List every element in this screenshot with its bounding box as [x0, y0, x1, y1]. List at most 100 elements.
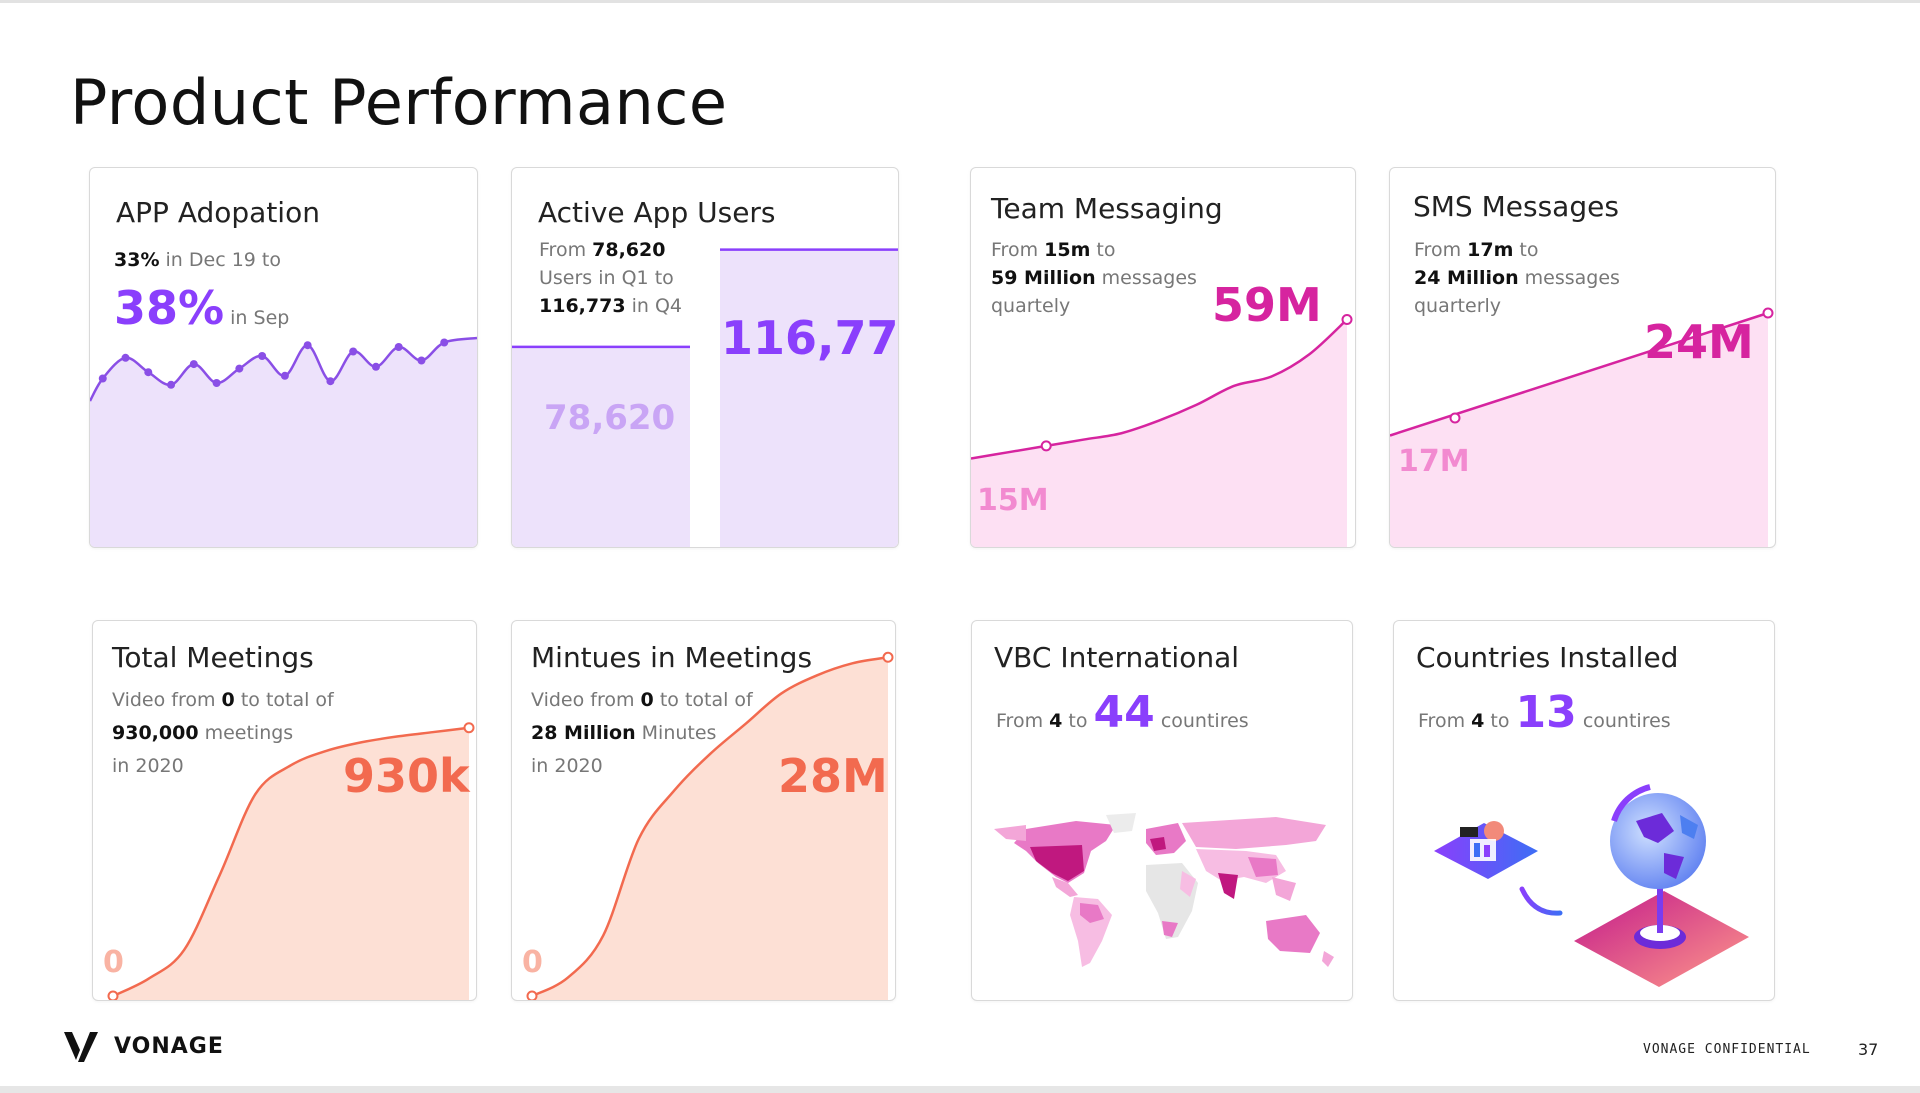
- adoption-point: [167, 380, 176, 389]
- meetings-line1-value: 0: [221, 689, 235, 711]
- users-line1-pre: From: [539, 239, 587, 261]
- adoption-point: [189, 360, 198, 369]
- page-number: 37: [1858, 1040, 1879, 1059]
- adoption-point: [235, 364, 244, 373]
- minutes-line3: in 2020: [531, 755, 603, 777]
- meetings-line1-post: to total of: [240, 689, 334, 711]
- meetings-end-label: 930k: [343, 749, 470, 803]
- team-messaging-chart: [971, 313, 1353, 547]
- brand-name: VONAGE: [114, 1033, 224, 1059]
- team-line: [971, 318, 1348, 460]
- card-title: Total Meetings: [112, 641, 314, 674]
- meetings-line: [112, 726, 470, 998]
- adoption-point: [212, 379, 221, 387]
- sms-area: [1390, 313, 1768, 547]
- users-line2: Users in Q1 to: [539, 267, 674, 289]
- app-adoption-chart: [90, 336, 477, 547]
- team-start-label: 15M: [977, 483, 1049, 518]
- meetings-area: [113, 727, 469, 1000]
- minutes-point: [526, 990, 538, 1000]
- globe-illustration-icon: [1434, 784, 1749, 987]
- meetings-line3: in 2020: [112, 755, 184, 777]
- sms-line2-post: messages: [1524, 267, 1620, 289]
- countries-to: to: [1490, 710, 1510, 732]
- adoption-start: 33% in Dec 19 to: [114, 246, 281, 274]
- users-line1-value: 78,620: [592, 239, 666, 261]
- countries-from-value: 4: [1471, 710, 1485, 732]
- card-title: Countries Installed: [1416, 641, 1679, 674]
- countries-pre: From: [1418, 710, 1466, 732]
- sms-description: From 17m to 24 Million messages quarterl…: [1414, 236, 1620, 320]
- users-bar-q1: [512, 346, 690, 547]
- card-vbc-international: VBC International From 4 to 44 countires: [971, 620, 1353, 1001]
- bar1-label: 78,620: [544, 398, 676, 438]
- sms-point: [1762, 307, 1774, 319]
- minutes-line2-value: 28 Million: [531, 722, 636, 744]
- sms-line1-post: to: [1519, 239, 1539, 261]
- team-line3: quartely: [991, 295, 1071, 317]
- adoption-start-value: 33%: [114, 249, 160, 271]
- card-sms-messages: SMS Messages From 17m to 24 Million mess…: [1389, 167, 1776, 548]
- adoption-start-text: in Dec 19 to: [165, 249, 281, 271]
- team-end-label: 59M: [1212, 278, 1322, 332]
- adoption-area: [90, 338, 477, 547]
- card-title: VBC International: [994, 641, 1240, 674]
- top-border: [0, 0, 1920, 3]
- adoption-point: [326, 377, 335, 386]
- sms-messages-chart: [1390, 307, 1774, 547]
- total-meetings-chart: [107, 722, 475, 1000]
- team-line2-value: 59 Million: [991, 267, 1096, 289]
- minutes-line2-post: Minutes: [641, 722, 717, 744]
- card-title: SMS Messages: [1413, 190, 1619, 223]
- active-users-chart: [512, 248, 898, 547]
- countries-description: From 4 to 13 countires: [1418, 687, 1671, 747]
- adoption-point: [394, 343, 403, 351]
- adoption-point: [349, 347, 358, 356]
- vonage-v-icon: [64, 1032, 98, 1062]
- page-title: Product Performance: [70, 66, 728, 139]
- team-line1-post: to: [1096, 239, 1116, 261]
- minutes-description: Video from 0 to total of 28 Million Minu…: [531, 684, 753, 783]
- users-line3-post: in Q4: [631, 295, 682, 317]
- card-team-messaging: Team Messaging From 15m to 59 Million me…: [970, 167, 1356, 548]
- minutes-line1-pre: Video from: [531, 689, 635, 711]
- adoption-point: [121, 353, 130, 362]
- users-bar-q4: [720, 249, 898, 547]
- sms-line1-value: 17m: [1467, 239, 1514, 261]
- sms-line2-value: 24 Million: [1414, 267, 1519, 289]
- adoption-point: [417, 356, 426, 365]
- minutes-in-meetings-chart: [526, 651, 894, 1000]
- card-title: Mintues in Meetings: [531, 641, 813, 674]
- sms-start-label: 17M: [1398, 444, 1470, 479]
- minutes-line: [531, 656, 889, 998]
- team-point: [1341, 313, 1353, 325]
- vbc-big-value: 44: [1093, 687, 1155, 738]
- card-minutes-in-meetings: Mintues in Meetings Video from 0 to tota…: [511, 620, 896, 1001]
- adoption-point: [280, 371, 289, 380]
- card-title: APP Adopation: [116, 196, 320, 229]
- vonage-logo: VONAGE: [64, 1030, 224, 1062]
- minutes-start-label: 0: [522, 945, 543, 980]
- minutes-area: [532, 657, 888, 1000]
- minutes-line1-value: 0: [640, 689, 654, 711]
- adoption-point: [440, 338, 449, 347]
- adoption-point: [144, 368, 153, 377]
- card-total-meetings: Total Meetings Video from 0 to total of …: [92, 620, 477, 1001]
- meetings-point: [463, 722, 475, 734]
- meetings-start-label: 0: [103, 945, 124, 980]
- countries-post: countires: [1582, 710, 1671, 732]
- card-title: Active App Users: [538, 196, 776, 229]
- meetings-line1-pre: Video from: [112, 689, 216, 711]
- adoption-end-value: 38%: [114, 281, 225, 335]
- users-description: From 78,620 Users in Q1 to 116,773 in Q4: [539, 236, 682, 320]
- meetings-point: [107, 990, 119, 1000]
- adoption-point: [371, 362, 380, 371]
- card-active-app-users: Active App Users From 78,620 Users in Q1…: [511, 167, 899, 548]
- adoption-end: 38% in Sep: [114, 283, 289, 343]
- team-description: From 15m to 59 Million messages quartely: [991, 236, 1197, 320]
- sms-point: [1449, 412, 1461, 424]
- vbc-to: to: [1068, 710, 1088, 732]
- team-area: [971, 319, 1347, 547]
- minutes-end-label: 28M: [778, 749, 888, 803]
- bar2-label: 116,773: [721, 311, 899, 365]
